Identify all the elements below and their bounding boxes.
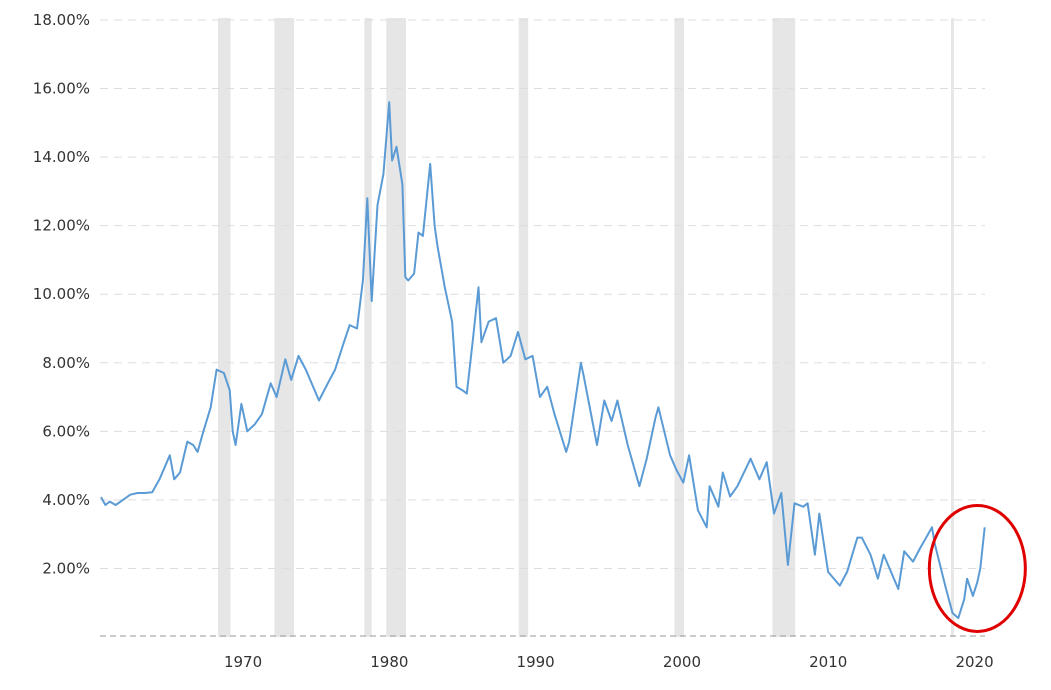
recession-band	[518, 18, 529, 637]
recession-band	[772, 18, 796, 637]
x-tick-label: 1970	[224, 653, 262, 671]
recession-bands	[218, 18, 954, 637]
annotation-circle	[927, 503, 1027, 633]
recession-band	[674, 18, 685, 637]
x-tick-label: 1980	[370, 653, 408, 671]
y-tick-label: 12.00%	[33, 217, 90, 235]
y-axis: 2.00% 4.00% 6.00% 8.00% 10.00% 12.00% 14.00% 16…	[33, 11, 90, 577]
y-tick-label: 10.00%	[33, 285, 90, 303]
recession-band	[218, 18, 231, 637]
x-tick-label: 1990	[517, 653, 555, 671]
recession-band	[951, 18, 954, 637]
recession-band	[364, 18, 372, 637]
recession-band	[274, 18, 295, 637]
x-axis: 1970 1980 1990 2000 2010 2020	[224, 653, 994, 671]
y-tick-label: 14.00%	[33, 148, 90, 166]
x-tick-label: 2010	[809, 653, 847, 671]
y-tick-label: 6.00%	[42, 422, 90, 440]
series-line	[100, 101, 986, 620]
x-tick-label: 2020	[955, 653, 993, 671]
gridlines	[100, 19, 985, 637]
y-tick-label: 18.00%	[33, 11, 90, 29]
y-tick-label: 8.00%	[42, 354, 90, 372]
y-tick-label: 4.00%	[42, 491, 90, 509]
y-tick-label: 2.00%	[42, 559, 90, 577]
x-tick-label: 2000	[663, 653, 701, 671]
y-tick-label: 16.00%	[33, 80, 90, 98]
